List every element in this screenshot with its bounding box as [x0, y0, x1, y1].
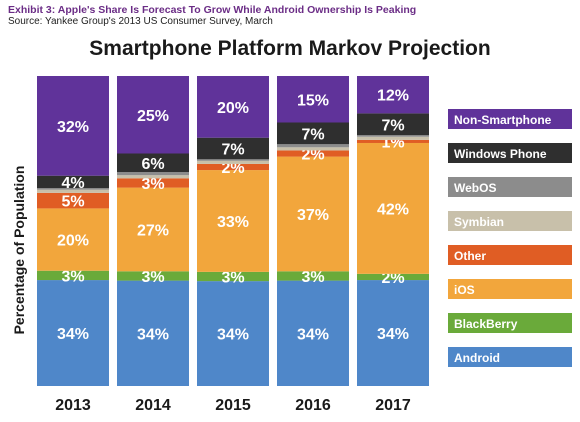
legend-swatch-non-smartphone — [448, 109, 572, 129]
legend-swatch-windows-phone — [448, 143, 572, 163]
data-label-android-2017: 34% — [377, 326, 409, 343]
data-label-android-2016: 34% — [297, 326, 329, 343]
legend-label-windows-phone: Windows Phone — [454, 147, 547, 161]
legend-label-symbian: Symbian — [454, 215, 504, 229]
data-label-non-smartphone-2015: 20% — [217, 100, 249, 117]
data-label-blackberry-2015: 3% — [221, 269, 244, 286]
bar-segment-other-2014 — [117, 178, 189, 188]
data-label-other-2016: 2% — [301, 147, 324, 164]
x-tick-label-2017: 2017 — [375, 397, 411, 414]
bar-segment-ios-2014 — [117, 187, 189, 272]
legend-label-non-smartphone: Non-Smartphone — [454, 113, 552, 127]
bar-segment-non-smartphone-2016 — [277, 76, 349, 123]
bar-segment-webos-2017 — [357, 135, 429, 137]
legend-swatch-webos — [448, 177, 572, 197]
bar-segment-symbian-2015 — [197, 160, 269, 164]
bar-segment-windows-phone-2017 — [357, 113, 429, 136]
bar-segment-symbian-2014 — [117, 175, 189, 179]
data-label-other-2014: 3% — [141, 176, 164, 193]
bar-segment-other-2016 — [277, 150, 349, 157]
bar-segment-non-smartphone-2013 — [37, 76, 109, 176]
chart-title: Smartphone Platform Markov Projection — [89, 37, 491, 60]
x-tick-label-2014: 2014 — [135, 397, 171, 414]
data-label-android-2014: 34% — [137, 326, 169, 343]
bar-segment-ios-2015 — [197, 170, 269, 272]
data-label-non-smartphone-2016: 15% — [297, 92, 329, 109]
bar-segment-webos-2014 — [117, 172, 189, 176]
bars-layer: 34% 3% 20% 5% 4% 32% 34% 3% 27% 3% 6% 25% 34% 3% 33% 2%… — [37, 76, 429, 386]
bar-segment-symbian-2017 — [357, 136, 429, 140]
bar-segment-non-smartphone-2015 — [197, 76, 269, 138]
bar-segment-symbian-2013 — [37, 189, 109, 193]
bar-segment-webos-2016 — [277, 144, 349, 148]
legend-label-blackberry: BlackBerry — [454, 317, 518, 331]
bar-segment-android-2014 — [117, 280, 189, 386]
bar-segment-android-2017 — [357, 280, 429, 386]
bar-segment-non-smartphone-2017 — [357, 76, 429, 114]
bar-segment-blackberry-2015 — [197, 271, 269, 282]
bar-segment-windows-phone-2014 — [117, 153, 189, 173]
legend-swatch-ios — [448, 279, 572, 299]
legend: Non-Smartphone Windows Phone WebOS Symbian O… — [448, 109, 572, 367]
x-tick-label-2013: 2013 — [55, 397, 91, 414]
data-label-android-2015: 34% — [217, 327, 249, 344]
data-label-blackberry-2016: 3% — [301, 269, 324, 286]
data-label-ios-2016: 37% — [297, 207, 329, 224]
bar-segment-webos-2015 — [197, 159, 269, 161]
bar-segment-blackberry-2016 — [277, 271, 349, 281]
data-label-windows-phone-2013: 4% — [61, 175, 84, 192]
legend-label-android: Android — [454, 351, 500, 365]
data-label-ios-2015: 33% — [217, 214, 249, 231]
bar-segment-webos-2013 — [37, 188, 109, 190]
bar-segment-ios-2017 — [357, 142, 429, 274]
source-note: Source: Yankee Group's 2013 US Consumer … — [8, 16, 273, 27]
data-label-blackberry-2014: 3% — [141, 269, 164, 286]
data-label-android-2013: 34% — [57, 326, 89, 343]
data-label-blackberry-2017: 2% — [381, 270, 404, 287]
data-label-other-2013: 5% — [61, 194, 84, 211]
data-label-ios-2014: 27% — [137, 222, 169, 239]
x-tick-label-2015: 2015 — [215, 397, 251, 414]
legend-swatch-android — [448, 347, 572, 367]
data-label-blackberry-2013: 3% — [61, 268, 84, 285]
bar-segment-blackberry-2017 — [357, 273, 429, 281]
data-label-non-smartphone-2013: 32% — [57, 119, 89, 136]
data-label-windows-phone-2017: 7% — [381, 117, 404, 134]
bar-segment-non-smartphone-2014 — [117, 76, 189, 154]
bar-segment-ios-2016 — [277, 156, 349, 272]
data-label-ios-2017: 42% — [377, 201, 409, 218]
legend-swatch-other — [448, 245, 572, 265]
legend-label-webos: WebOS — [454, 181, 496, 195]
bar-segment-android-2015 — [197, 281, 269, 386]
data-label-ios-2013: 20% — [57, 233, 89, 250]
y-axis-label: Percentage of Population — [11, 166, 27, 335]
bar-segment-other-2017 — [357, 139, 429, 143]
legend-swatch-symbian — [448, 211, 572, 231]
data-label-windows-phone-2015: 7% — [221, 141, 244, 158]
bar-segment-windows-phone-2015 — [197, 137, 269, 160]
data-label-windows-phone-2016: 7% — [301, 126, 324, 143]
legend-swatch-blackberry — [448, 313, 572, 333]
bar-segment-symbian-2016 — [277, 147, 349, 151]
bar-segment-android-2013 — [37, 280, 109, 386]
exhibit-caption: Exhibit 3: Apple's Share Is Forecast To … — [8, 4, 417, 16]
data-label-windows-phone-2014: 6% — [141, 156, 164, 173]
bar-segment-windows-phone-2013 — [37, 175, 109, 189]
bar-segment-windows-phone-2016 — [277, 122, 349, 145]
bar-segment-other-2013 — [37, 192, 109, 209]
data-label-non-smartphone-2014: 25% — [137, 108, 169, 125]
data-label-other-2015: 2% — [221, 160, 244, 177]
x-tick-label-2016: 2016 — [295, 397, 331, 414]
bar-segment-ios-2013 — [37, 208, 109, 271]
bar-segment-blackberry-2013 — [37, 270, 109, 281]
bar-segment-android-2016 — [277, 280, 349, 386]
legend-label-ios: iOS — [454, 283, 475, 297]
bar-segment-blackberry-2014 — [117, 271, 189, 281]
x-axis: 2013 2014 2015 2016 2017 — [55, 397, 411, 414]
legend-label-other: Other — [454, 249, 486, 263]
data-label-non-smartphone-2017: 12% — [377, 88, 409, 105]
bar-segment-other-2015 — [197, 163, 269, 171]
